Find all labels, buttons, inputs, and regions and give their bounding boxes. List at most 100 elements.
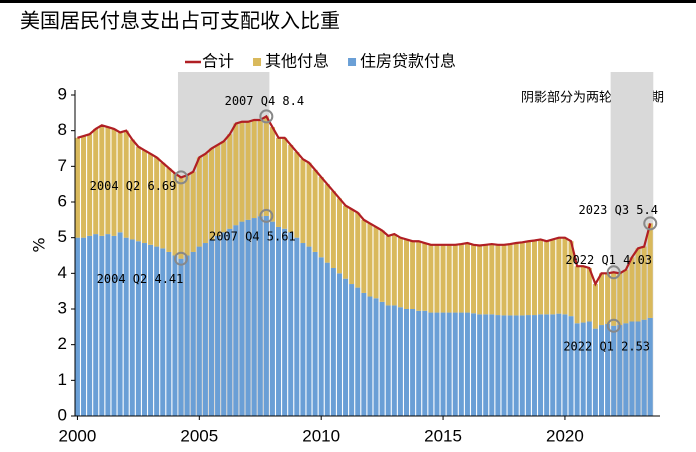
bar-segment xyxy=(355,212,361,288)
bar-segment xyxy=(276,226,282,416)
bar-segment xyxy=(276,137,282,227)
bar-segment xyxy=(93,234,99,416)
bar-segment xyxy=(458,312,464,416)
bar-segment xyxy=(404,309,409,416)
y-tick-label: 8 xyxy=(58,120,67,139)
bar-segment xyxy=(148,153,154,245)
bar-segment xyxy=(501,315,507,416)
legend-swatch xyxy=(348,58,357,66)
bar-segment xyxy=(105,127,111,235)
bar-segment xyxy=(586,267,592,322)
annotation-label: 2004 Q2 6.69 xyxy=(90,179,177,193)
bar-segment xyxy=(117,232,123,416)
bar-segment xyxy=(111,128,117,236)
bar-segment xyxy=(93,128,99,235)
total-line xyxy=(77,114,652,287)
x-tick-label: 2020 xyxy=(546,426,584,445)
bar-segment xyxy=(251,119,257,219)
bar-segment xyxy=(209,239,214,416)
bar-segment xyxy=(263,116,269,216)
bar-segment xyxy=(349,284,355,416)
annotation-marker xyxy=(174,170,189,185)
bar-segment xyxy=(312,251,318,416)
bar-segment xyxy=(513,243,519,316)
bar-segment xyxy=(233,225,239,416)
bar-segment xyxy=(355,287,361,416)
bar-segment xyxy=(489,244,495,315)
bar-segment xyxy=(202,243,208,416)
bar-segment xyxy=(300,243,306,416)
bar-segment xyxy=(129,139,135,240)
bar-segment xyxy=(379,301,385,416)
bar-segment xyxy=(87,134,93,236)
bar-segment xyxy=(538,239,544,315)
bar-segment xyxy=(336,198,342,274)
bar-segment xyxy=(623,269,629,324)
bar-segment xyxy=(477,245,483,315)
bar-segment xyxy=(586,321,592,416)
bar-segment xyxy=(178,177,184,259)
bar-segment xyxy=(507,315,513,416)
bar-segment xyxy=(233,123,239,226)
bar-segment xyxy=(105,234,111,416)
bar-segment xyxy=(647,317,653,416)
bar-segment xyxy=(397,307,403,416)
bar-segment xyxy=(215,235,221,416)
bar-segment xyxy=(525,315,531,416)
y-tick-label: 9 xyxy=(58,84,67,103)
bar-segment xyxy=(269,127,275,222)
bar-segment xyxy=(215,144,221,236)
bar-segment xyxy=(373,226,379,299)
annotation-label: 2007 Q4 5.61 xyxy=(209,229,296,243)
bar-segment xyxy=(123,237,129,416)
bar-segment xyxy=(391,305,397,416)
bar-segment xyxy=(574,323,580,416)
bar-segment xyxy=(611,272,617,326)
bar-segment xyxy=(434,312,440,416)
bar-segment xyxy=(574,266,580,324)
bar-segment xyxy=(294,152,300,238)
annotation-marker xyxy=(174,251,189,266)
bar-segment xyxy=(495,244,501,316)
bar-segment xyxy=(141,243,147,416)
bar-segment xyxy=(605,273,611,324)
bar-segment xyxy=(178,258,184,416)
bar-segment xyxy=(251,218,257,416)
bar-segment xyxy=(428,244,434,313)
bar-segment xyxy=(464,243,470,313)
bar-segment xyxy=(495,315,501,416)
bar-segment xyxy=(483,244,489,315)
bar-segment xyxy=(257,216,263,416)
y-tick-label: 6 xyxy=(58,191,67,210)
bar-segment xyxy=(599,273,604,326)
bar-segment xyxy=(221,141,227,233)
annotation-marker xyxy=(643,216,658,231)
bar-segment xyxy=(129,239,135,416)
bar-segment xyxy=(282,137,288,229)
bar-segment xyxy=(196,246,202,416)
bar-segment xyxy=(629,321,635,416)
annotation-label: 2004 Q2 4.41 xyxy=(97,272,184,286)
bar-segment xyxy=(507,244,513,316)
bar-segment xyxy=(525,241,531,316)
bar-segment xyxy=(324,184,330,263)
bar-segment xyxy=(99,125,105,236)
bar-segment xyxy=(592,284,598,329)
bar-segment xyxy=(605,323,611,416)
bar-segment xyxy=(617,325,623,416)
bar-segment xyxy=(312,169,318,252)
bar-segment xyxy=(513,315,519,416)
bar-segment xyxy=(172,255,178,416)
bar-segment xyxy=(209,148,214,240)
bar-segment xyxy=(531,240,537,316)
bar-segment xyxy=(190,171,196,252)
bar-segment xyxy=(477,314,483,416)
bar-segment xyxy=(318,257,324,416)
bar-segment xyxy=(245,219,251,416)
bar-segment xyxy=(452,244,458,313)
bar-segment xyxy=(263,215,269,416)
bar-segment xyxy=(245,121,251,220)
bar-segment xyxy=(74,137,80,238)
bar-segment xyxy=(501,244,507,316)
